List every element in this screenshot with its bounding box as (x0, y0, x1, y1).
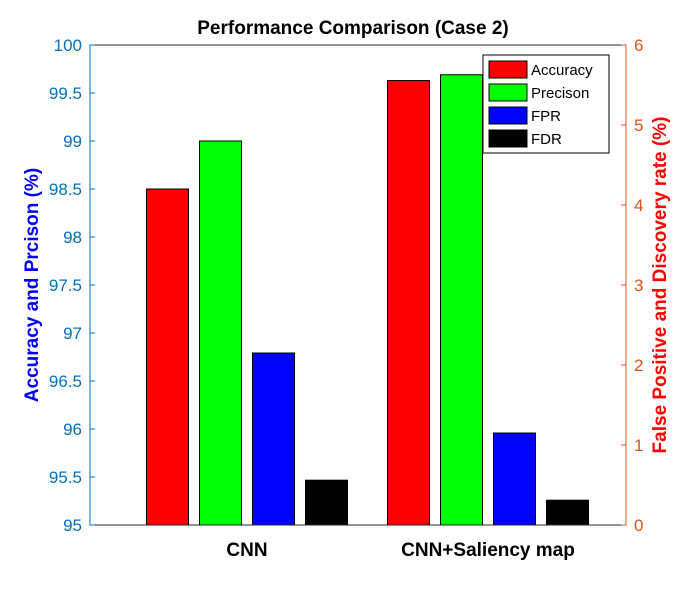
bar-layer (146, 74, 589, 526)
chart-title: Performance Comparison (Case 2) (197, 18, 509, 39)
bar-precison (440, 74, 483, 526)
left-y-axis: 95 95.5 96 96.5 97 97.5 98 98.5 99 99.5 100 (49, 36, 95, 535)
left-tick-label: 96.5 (49, 372, 82, 391)
legend-label: Precison (531, 85, 589, 102)
left-tick-label: 98.5 (49, 180, 82, 199)
right-tick-label: 2 (634, 356, 643, 375)
bar-accuracy (387, 80, 430, 526)
category-label: CNN (226, 540, 267, 561)
right-tick-label: 6 (634, 36, 643, 55)
bar-fdr (305, 479, 348, 526)
left-tick-label: 95.5 (49, 468, 82, 487)
bar-fdr (546, 499, 589, 526)
bar-fpr (252, 352, 295, 526)
legend-label: FDR (531, 131, 562, 148)
right-y-axis-label: False Positive and Discovery rate (%) (650, 117, 671, 454)
left-tick-label: 99.5 (49, 84, 82, 103)
right-tick-label: 4 (634, 196, 643, 215)
bar-fpr (493, 432, 536, 526)
right-tick-label: 3 (634, 276, 643, 295)
left-y-axis-label: Accuracy and Prcison (%) (22, 168, 43, 402)
bar-precison (199, 140, 242, 526)
left-tick-label: 97.5 (49, 276, 82, 295)
legend-swatch (488, 129, 528, 148)
left-tick-label: 97 (63, 324, 82, 343)
left-tick-label: 95 (63, 516, 82, 535)
right-tick-label: 0 (634, 516, 643, 535)
legend-label: Accuracy (531, 62, 593, 79)
legend: Accuracy Precison FPR FDR (482, 54, 610, 154)
left-tick-label: 96 (63, 420, 82, 439)
bar-accuracy (146, 188, 189, 526)
legend-swatch (488, 60, 528, 79)
x-axis-categories: CNN CNN+Saliency map (226, 540, 574, 561)
left-tick-label: 100 (54, 36, 82, 55)
right-tick-label: 5 (634, 116, 643, 135)
legend-label: FPR (531, 108, 561, 125)
category-label: CNN+Saliency map (401, 540, 575, 561)
legend-swatch (488, 83, 528, 102)
legend-swatch (488, 106, 528, 125)
left-tick-label: 99 (63, 132, 82, 151)
right-y-axis: 0 1 2 3 4 5 6 (621, 36, 643, 535)
left-tick-label: 98 (63, 228, 82, 247)
right-tick-label: 1 (634, 436, 643, 455)
